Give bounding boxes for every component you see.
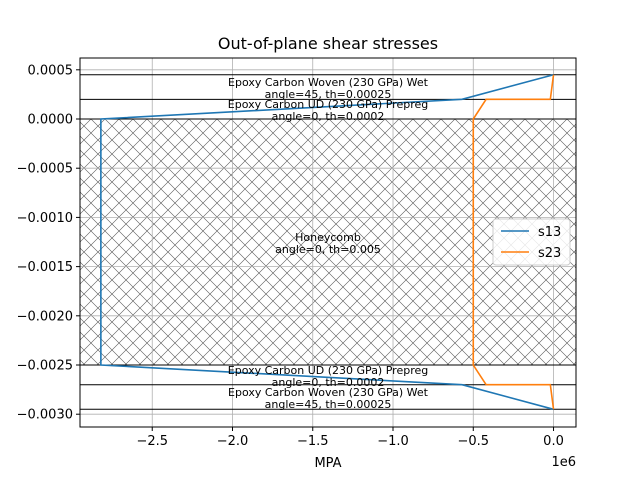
x-tick-label: −2.0 (217, 434, 249, 449)
x-tick-label: −1.5 (297, 434, 329, 449)
x-tick-label: −1.0 (377, 434, 409, 449)
layer-label-name: Epoxy Carbon UD (230 GPa) Prepreg (228, 98, 428, 111)
series-line-s23 (472, 74, 555, 410)
layer-label-props: angle=0, th=0.0002 (272, 376, 385, 389)
layer-label-name: Epoxy Carbon Woven (230 GPa) Wet (228, 386, 429, 399)
layer-label-name: Epoxy Carbon UD (230 GPa) Prepreg (228, 364, 428, 377)
layer-label-name: Epoxy Carbon Woven (230 GPa) Wet (228, 76, 429, 89)
legend-label-s13: s13 (538, 225, 561, 240)
x-tick-label: −2.5 (136, 434, 168, 449)
y-tick-label: −0.0010 (17, 211, 73, 226)
layer-label-props: angle=45, th=0.00025 (265, 398, 392, 411)
x-tick-label: −0.5 (457, 434, 489, 449)
chart-title: Out-of-plane shear stresses (218, 34, 438, 53)
plot-area: Epoxy Carbon Woven (230 GPa) Wetangle=45… (17, 57, 577, 449)
x-axis-label: MPA (314, 456, 341, 471)
y-tick-label: 0.0005 (28, 63, 74, 78)
y-tick-label: −0.0015 (17, 260, 73, 275)
y-tick-label: −0.0025 (17, 359, 73, 374)
y-tick-label: −0.0030 (17, 408, 73, 423)
y-tick-label: −0.0020 (17, 309, 73, 324)
x-tick-label: 0.0 (543, 434, 564, 449)
x-axis-offset-label: 1e6 (551, 455, 576, 470)
plot-frame (79, 57, 577, 428)
layer-label-name: Honeycomb (295, 231, 361, 244)
legend-label-s23: s23 (538, 246, 561, 261)
layer-label-props: angle=0, th=0.005 (275, 243, 381, 256)
series-line-s13 (100, 73, 554, 411)
y-tick-label: 0.0000 (28, 113, 74, 128)
layer-label-props: angle=0, th=0.0002 (272, 110, 385, 123)
y-tick-label: −0.0005 (17, 162, 73, 177)
layer-label-props: angle=45, th=0.00025 (265, 88, 392, 101)
